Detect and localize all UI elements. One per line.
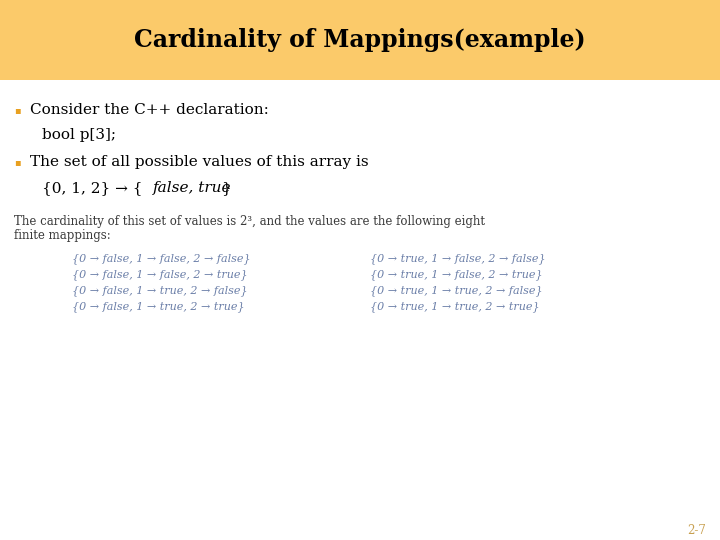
Text: }: } xyxy=(221,181,230,195)
Text: ▪: ▪ xyxy=(14,157,21,167)
Text: ▪: ▪ xyxy=(14,105,21,115)
Text: {0 → true, 1 → true, 2 → false}: {0 → true, 1 → true, 2 → false} xyxy=(370,286,543,296)
Text: bool p[3];: bool p[3]; xyxy=(42,128,116,142)
Text: false, true: false, true xyxy=(153,181,232,195)
Text: {0 → false, 1 → false, 2 → false}: {0 → false, 1 → false, 2 → false} xyxy=(72,254,251,265)
Text: {0 → true, 1 → false, 2 → true}: {0 → true, 1 → false, 2 → true} xyxy=(370,269,543,280)
Text: {0 → false, 1 → true, 2 → false}: {0 → false, 1 → true, 2 → false} xyxy=(72,286,248,296)
Text: {0 → false, 1 → false, 2 → true}: {0 → false, 1 → false, 2 → true} xyxy=(72,269,248,280)
Text: Cardinality of Mappings(example): Cardinality of Mappings(example) xyxy=(134,28,586,52)
Text: The set of all possible values of this array is: The set of all possible values of this a… xyxy=(30,155,369,169)
Text: 2-7: 2-7 xyxy=(687,523,706,537)
Text: Consider the C++ declaration:: Consider the C++ declaration: xyxy=(30,103,269,117)
Bar xyxy=(0,0,720,80)
Text: finite mappings:: finite mappings: xyxy=(14,228,111,241)
Text: {0, 1, 2} → {: {0, 1, 2} → { xyxy=(42,181,143,195)
Text: The cardinality of this set of values is 2³, and the values are the following ei: The cardinality of this set of values is… xyxy=(14,214,485,227)
Text: {0 → true, 1 → false, 2 → false}: {0 → true, 1 → false, 2 → false} xyxy=(370,254,546,265)
Text: {0 → false, 1 → true, 2 → true}: {0 → false, 1 → true, 2 → true} xyxy=(72,302,245,313)
Text: {0 → true, 1 → true, 2 → true}: {0 → true, 1 → true, 2 → true} xyxy=(370,302,539,313)
